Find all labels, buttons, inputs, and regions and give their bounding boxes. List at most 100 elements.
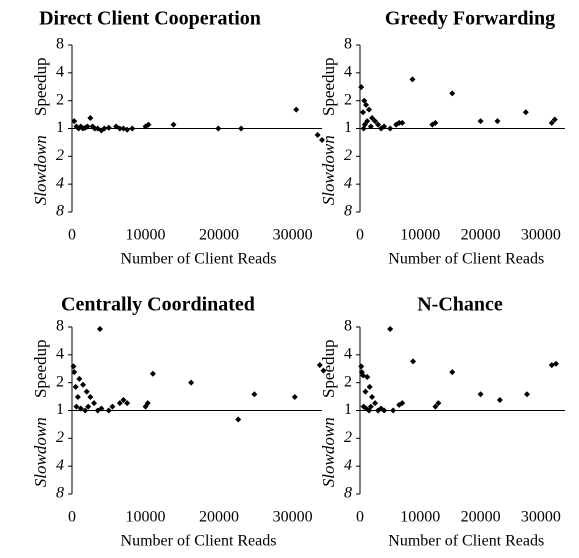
x-tick-label: 20000: [461, 227, 501, 244]
x-tick-label: 20000: [199, 509, 239, 526]
y-tick-label: 2: [344, 91, 352, 108]
x-tick-label: 20000: [199, 227, 239, 244]
x-axis-title: Number of Client Reads: [121, 533, 277, 550]
data-point: [367, 403, 374, 410]
y-axis-title: Slowdown: [31, 417, 50, 487]
data-point: [87, 114, 94, 121]
data-point: [366, 383, 373, 390]
y-axis-title: Slowdown: [319, 417, 338, 487]
y-axis-title: Speedup: [319, 57, 338, 116]
y-tick-label: 8: [344, 36, 352, 53]
y-axis-title: Speedup: [319, 339, 338, 398]
data-point: [387, 125, 394, 132]
data-point: [142, 403, 149, 410]
data-point: [98, 127, 105, 134]
y-tick-label: 8: [56, 318, 64, 335]
panel-title: N-Chance: [417, 294, 503, 316]
data-point: [372, 118, 379, 125]
y-tick-label: 2: [344, 147, 352, 164]
data-point: [77, 405, 84, 412]
panel: Greedy Forwarding 8 4 2 1 2 4 8 Speedup Slowdown 0…: [319, 8, 565, 268]
panel: N-Chance 8 4 2 1 2 4 8 Speedup Slowdown 0 10000 2000…: [319, 294, 565, 550]
y-tick-label: 2: [56, 373, 64, 390]
data-point: [87, 393, 94, 400]
x-tick-label: 0: [68, 509, 76, 526]
data-point: [360, 125, 367, 132]
y-axis-title: Slowdown: [319, 135, 338, 205]
y-tick-label: 1: [344, 119, 352, 136]
y-tick-label: 8: [56, 203, 64, 220]
data-point: [72, 383, 79, 390]
panel-title: Centrally Coordinated: [61, 294, 255, 316]
panel: Direct Client Cooperation 8 4 2 1 2 4 8 Speedup S…: [31, 8, 325, 268]
data-point: [319, 137, 325, 144]
data-point: [432, 119, 439, 126]
y-tick-label: 4: [56, 175, 64, 192]
data-point: [375, 121, 382, 128]
data-point: [316, 362, 323, 369]
data-point: [367, 123, 374, 130]
data-point: [83, 388, 90, 395]
y-tick-label: 2: [56, 91, 64, 108]
data-point: [477, 118, 484, 125]
y-tick-label: 2: [56, 429, 64, 446]
data-point: [91, 400, 98, 407]
x-tick-label: 0: [356, 509, 364, 526]
data-point: [235, 416, 242, 423]
data-point: [98, 405, 105, 412]
y-tick-label: 4: [344, 346, 352, 363]
y-tick-label: 4: [344, 64, 352, 81]
y-tick-label: 8: [56, 36, 64, 53]
data-point: [116, 125, 123, 132]
data-point: [358, 84, 365, 91]
data-point: [291, 393, 298, 400]
data-point: [149, 370, 156, 377]
y-axis-title: Speedup: [31, 57, 50, 116]
x-axis-title: Number of Client Reads: [388, 251, 544, 268]
x-tick-label: 30000: [273, 227, 313, 244]
y-axis-title: Speedup: [31, 339, 50, 398]
data-point: [74, 393, 81, 400]
x-tick-label: 10000: [126, 227, 166, 244]
data-point: [369, 393, 376, 400]
data-point: [96, 326, 103, 333]
y-tick-label: 4: [344, 175, 352, 192]
x-tick-label: 10000: [400, 509, 440, 526]
data-point: [84, 123, 91, 130]
data-point: [116, 400, 123, 407]
data-point: [399, 400, 406, 407]
y-tick-label: 4: [344, 457, 352, 474]
data-point: [80, 381, 87, 388]
data-point: [73, 403, 80, 410]
data-point: [410, 358, 417, 365]
data-point: [524, 391, 531, 398]
data-point: [71, 118, 78, 125]
x-axis-title: Number of Client Reads: [121, 251, 277, 268]
data-point: [522, 109, 529, 116]
y-tick-label: 2: [56, 147, 64, 164]
data-point: [362, 388, 369, 395]
data-point: [71, 369, 78, 376]
data-point: [396, 119, 403, 126]
data-point: [360, 109, 367, 116]
data-point: [145, 121, 152, 128]
data-point: [101, 125, 108, 132]
data-point: [366, 106, 373, 113]
x-axis-title: Number of Client Reads: [388, 533, 544, 550]
y-tick-label: 1: [56, 401, 64, 418]
y-tick-label: 2: [344, 373, 352, 390]
data-point: [364, 374, 371, 381]
data-point: [82, 407, 89, 414]
panel-title: Direct Client Cooperation: [39, 8, 261, 30]
data-point: [124, 400, 131, 407]
y-tick-label: 4: [56, 64, 64, 81]
data-point: [238, 125, 245, 132]
y-tick-label: 8: [56, 485, 64, 502]
y-tick-label: 4: [56, 457, 64, 474]
data-point: [551, 116, 558, 123]
data-point: [105, 124, 112, 131]
data-point: [358, 363, 365, 370]
x-tick-label: 0: [356, 227, 364, 244]
data-point: [76, 375, 83, 382]
